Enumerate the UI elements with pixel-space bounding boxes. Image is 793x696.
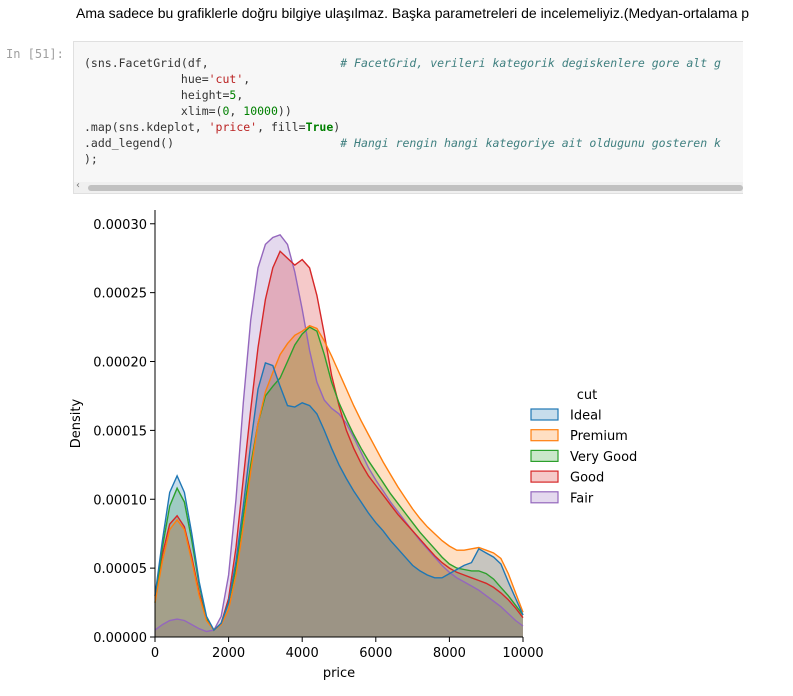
y-tick-label: 0.00005	[93, 562, 147, 577]
horizontal-scrollbar[interactable]: ‹	[74, 180, 743, 193]
y-tick-label: 0.00030	[93, 218, 147, 233]
legend-swatch-premium	[530, 429, 559, 442]
y-tick-label: 0.00010	[93, 493, 147, 508]
code-token: True	[305, 120, 334, 134]
code-token: 'cut'	[208, 72, 244, 86]
code-line: .map(sns.kdeplot, 'price', fill=True)	[84, 120, 340, 134]
code-line: .add_legend() # Hangi rengin hangi kateg…	[84, 136, 721, 150]
code-token: ,	[236, 88, 244, 102]
code-token: 5	[229, 88, 237, 102]
code-editor[interactable]: (sns.FacetGrid(df, # FacetGrid, verileri…	[84, 55, 721, 167]
code-token: height=	[84, 88, 230, 102]
legend-label: Fair	[570, 491, 594, 506]
x-tick-label: 6000	[359, 646, 392, 661]
y-tick-label: 0.00025	[93, 287, 147, 302]
series-area-good	[155, 251, 523, 638]
cell-prompt: In [51]:	[6, 47, 64, 61]
code-line: );	[84, 152, 98, 166]
code-line: height=5,	[84, 88, 243, 102]
code-token: ,	[243, 72, 251, 86]
code-token: .add_legend()	[84, 136, 341, 150]
code-line: xlim=(0, 10000))	[84, 104, 292, 118]
scroll-left-arrow-icon[interactable]: ‹	[76, 180, 80, 191]
x-tick-label: 10000	[502, 646, 543, 661]
x-tick-label: 2000	[212, 646, 245, 661]
y-axis-label: Density	[69, 398, 84, 448]
series-line-fair	[154, 233, 524, 633]
series-area-ideal	[155, 362, 523, 637]
scrollbar-thumb[interactable]	[88, 185, 743, 191]
code-token: , fill=	[257, 120, 306, 134]
code-token: 'price'	[208, 120, 258, 134]
legend-swatch-fair	[530, 491, 559, 504]
code-token: xlim=(	[84, 104, 223, 118]
code-token: 10000	[243, 104, 278, 118]
code-token: hue=	[84, 72, 209, 86]
series-line-ideal	[154, 361, 524, 632]
series-area-premium	[155, 325, 523, 637]
y-tick-label: 0.00000	[93, 631, 147, 646]
code-token: .map(sns.kdeplot,	[84, 120, 209, 134]
kde-plot: 0 2000 4000 6000 8000 10000 0.00000 0.00005 0.00…	[69, 210, 637, 681]
code-token: 0	[222, 104, 230, 118]
markdown-text: Ama sadece bu grafiklerle doğru bilgiye …	[76, 5, 750, 21]
code-token: # FacetGrid, verileri kategorik degisken…	[340, 56, 721, 70]
legend-swatch-good	[530, 470, 559, 483]
x-tick-label: 8000	[433, 646, 466, 661]
code-token: )	[333, 120, 341, 134]
legend-label: Very Good	[570, 450, 637, 465]
legend-label: Good	[570, 471, 604, 486]
code-token: );	[84, 152, 98, 166]
code-line: hue='cut',	[84, 72, 250, 86]
code-token: (sns.FacetGrid(df,	[84, 56, 341, 70]
y-tick-label: 0.00020	[93, 356, 147, 371]
x-tick-label: 4000	[286, 646, 319, 661]
x-axis-label: price	[323, 666, 355, 681]
legend-label: Ideal	[570, 409, 602, 424]
legend-swatch-ideal	[530, 408, 559, 421]
y-tick-label: 0.00015	[93, 424, 147, 439]
code-cell[interactable]: (sns.FacetGrid(df, # FacetGrid, verileri…	[73, 41, 743, 194]
legend-label: Premium	[570, 429, 628, 444]
code-token: ))	[277, 104, 292, 118]
code-line: (sns.FacetGrid(df, # FacetGrid, verileri…	[84, 56, 721, 70]
series-area-fair	[155, 234, 523, 638]
series-area-very-good	[155, 327, 523, 637]
x-tick-label: 0	[151, 646, 159, 661]
legend-title: cut	[577, 388, 597, 403]
code-token: ,	[229, 104, 244, 118]
code-token: # Hangi rengin hangi kategoriye ait oldu…	[340, 136, 721, 150]
legend-swatch-very-good	[530, 449, 559, 462]
